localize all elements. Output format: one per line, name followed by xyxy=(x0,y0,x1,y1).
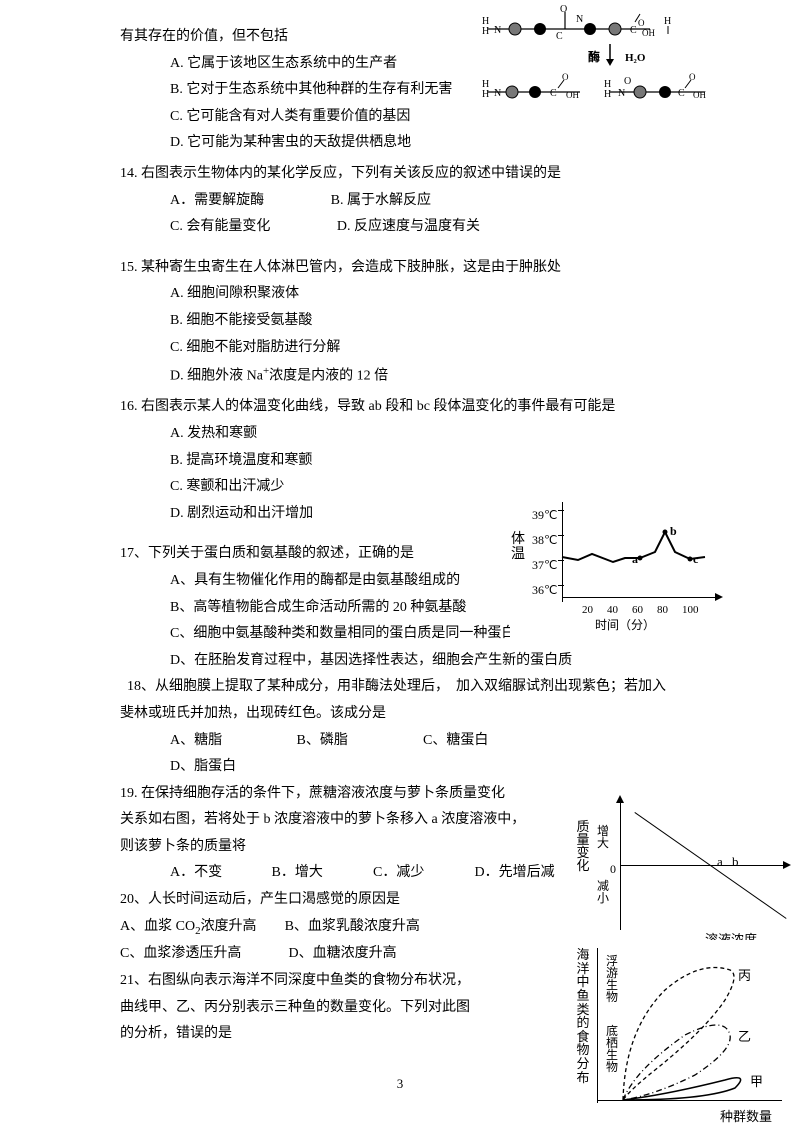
q20-opt-d: D、血糖浓度升高 xyxy=(289,946,397,961)
svg-text:N: N xyxy=(494,25,501,36)
enzyme-label: 酶 xyxy=(588,46,600,69)
q18-opt-b: B、磷脂 xyxy=(297,728,392,755)
q16-opt-b: B. 提高环境温度和寒颤 xyxy=(120,448,700,475)
q15-opt-a: A. 细胞间隙积聚液体 xyxy=(120,281,700,308)
svg-text:C: C xyxy=(630,25,637,36)
con-ylabel: 质量变化 xyxy=(575,820,591,872)
svg-text:OH: OH xyxy=(693,90,706,100)
peptide-diagram: O H H N C N C O OH H H H N C O OH H H N … xyxy=(480,4,740,114)
q15-opt-c: C. 细胞不能对脂肪进行分解 xyxy=(120,335,700,362)
q14-stem: 14. 右图表示生物体内的某化学反应，下列有关该反应的叙述中错误的是 xyxy=(120,161,700,188)
svg-text:N: N xyxy=(576,14,583,25)
q18-opt-d: D、脂蛋白 xyxy=(170,754,310,781)
svg-text:C: C xyxy=(556,31,563,42)
q19-opt-d: D．先增后减 xyxy=(475,860,555,887)
svg-text:O: O xyxy=(638,18,645,28)
q19-opt-c: C．减少 xyxy=(373,860,443,887)
svg-text:OH: OH xyxy=(566,90,579,100)
svg-text:H: H xyxy=(604,89,611,100)
svg-text:OH: OH xyxy=(642,28,655,38)
q20-opt-b: B、血浆乳酸浓度升高 xyxy=(285,919,420,934)
q14-opt-d: D. 反应速度与温度有关 xyxy=(337,214,480,241)
q15-stem: 15. 某种寄生虫寄生在人体淋巴管内，会造成下肢肿胀，这是由于肿胀处 xyxy=(120,255,700,282)
svg-text:H: H xyxy=(664,16,671,27)
q19-opt-a: A．不变 xyxy=(170,860,240,887)
q15-opt-d: D. 细胞外液 Na+浓度是内液的 12 倍 xyxy=(120,361,700,390)
q16-stem: 16. 右图表示某人的体温变化曲线，导致 ab 段和 bc 段体温变化的事件最有… xyxy=(120,394,700,421)
q14-cd: C. 会有能量变化 D. 反应速度与温度有关 xyxy=(120,214,700,241)
q13-opt-d: D. 它可能为某种害虫的天敌提供栖息地 xyxy=(120,130,700,157)
svg-text:O: O xyxy=(562,72,569,82)
q16-opt-a: A. 发热和寒颤 xyxy=(120,421,700,448)
q14-opt-c: C. 会有能量变化 xyxy=(170,214,270,241)
svg-text:O: O xyxy=(624,76,631,87)
fish-chart: 海洋中鱼类的食物分布 浮游生物 底栖生物 丙 乙 甲 种群数量 xyxy=(575,940,800,1130)
svg-text:C: C xyxy=(550,88,557,99)
q14-ab: A．需要解旋酶 B. 属于水解反应 xyxy=(120,188,700,215)
q15-opt-b: B. 细胞不能接受氨基酸 xyxy=(120,308,700,335)
q18-stem2: 斐林或班氏并加热，出现砖红色。该成分是 xyxy=(120,701,700,728)
q18-opts: A、糖脂 B、磷脂 C、糖蛋白 D、脂蛋白 xyxy=(120,728,700,781)
water-label: H₂O xyxy=(625,48,645,69)
q14-opt-b: B. 属于水解反应 xyxy=(331,188,431,215)
temperature-chart: 体温 39℃ 38℃ 37℃ 36℃ 20 40 60 80 100 时间（分）… xyxy=(510,492,740,642)
page-number: 3 xyxy=(397,1072,404,1097)
q19-opt-b: B．增大 xyxy=(272,860,342,887)
svg-text:N: N xyxy=(618,88,625,99)
q18-opt-c: C、糖蛋白 xyxy=(423,728,533,755)
q18-opt-a: A、糖脂 xyxy=(170,728,265,755)
q20-opt-c: C、血浆渗透压升高 xyxy=(120,941,285,968)
q17-opt-d: D、在胚胎发育过程中，基因选择性表达，细胞会产生新的蛋白质 xyxy=(120,648,700,675)
svg-text:N: N xyxy=(494,88,501,99)
svg-text:H: H xyxy=(482,26,489,37)
q14-opt-a: A．需要解旋酶 xyxy=(170,188,264,215)
svg-text:C: C xyxy=(678,88,685,99)
concentration-chart: 质量变化 增大 减小 0 a b 溶液浓度 xyxy=(575,790,800,965)
q18-stem1: 18、从细胞膜上提取了某种成分，用非酶法处理后， 加入双缩脲试剂出现紫色；若加入 xyxy=(120,674,700,701)
svg-text:O: O xyxy=(689,72,696,82)
svg-text:H: H xyxy=(482,89,489,100)
svg-text:O: O xyxy=(560,4,567,15)
